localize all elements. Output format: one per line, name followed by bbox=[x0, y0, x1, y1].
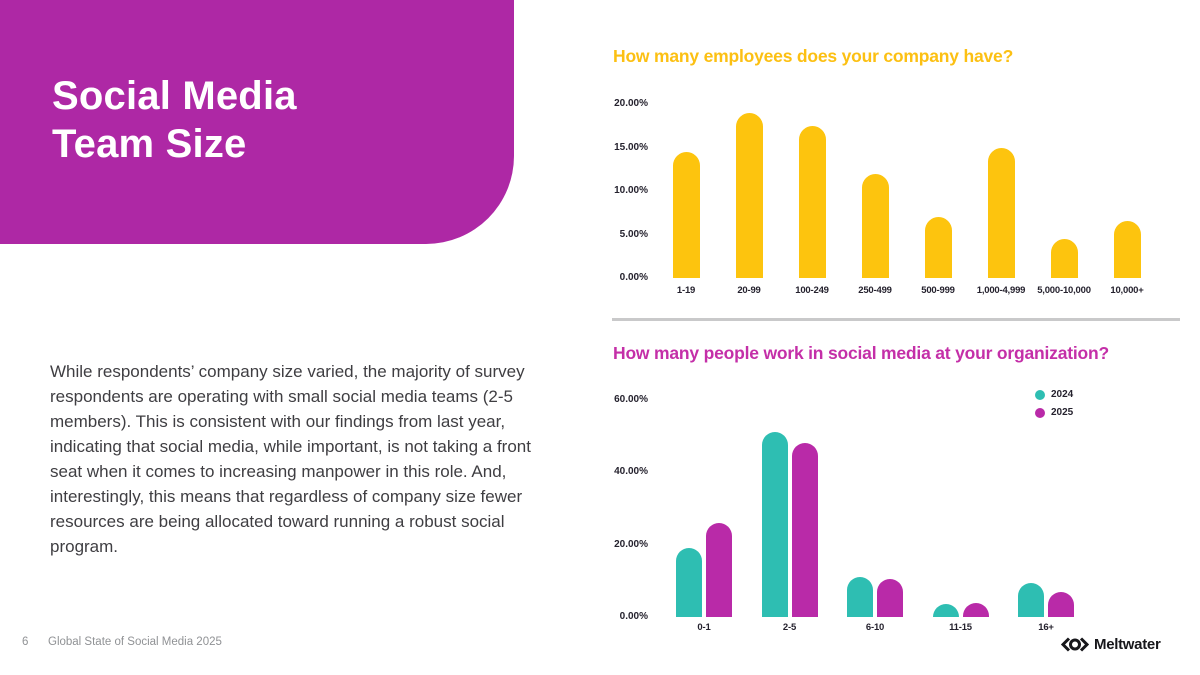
y-axis-tick-label: 60.00% bbox=[614, 393, 648, 405]
x-axis-tick-label: 2-5 bbox=[782, 622, 797, 633]
x-axis-tick-label: 100-249 bbox=[795, 285, 829, 296]
y-axis-tick-label: 20.00% bbox=[614, 98, 648, 109]
bar-1,000-4,999 bbox=[987, 147, 1015, 278]
y-axis-tick-label: 5.00% bbox=[619, 228, 648, 240]
x-axis-tick-label: 250-499 bbox=[858, 285, 892, 296]
x-axis-tick-label: 6-10 bbox=[865, 622, 885, 633]
bar-2024-16+ bbox=[1018, 582, 1044, 617]
y-axis-tick-label: 15.00% bbox=[614, 141, 648, 153]
page-title: Social Media Team Size bbox=[52, 74, 297, 166]
x-axis-tick-label: 16+ bbox=[1038, 622, 1054, 633]
meltwater-wordmark: Meltwater bbox=[1094, 636, 1161, 653]
page-number: 6 bbox=[22, 636, 29, 648]
legend-label-2025: 2025 bbox=[1051, 407, 1074, 418]
bar-500-999 bbox=[924, 217, 952, 278]
legend-item-2025: 2025 bbox=[1035, 407, 1073, 418]
y-axis-tick-label: 10.00% bbox=[614, 185, 648, 196]
bar-2024-0-1 bbox=[676, 548, 702, 617]
meltwater-logo: Meltwater bbox=[1061, 636, 1161, 653]
x-axis-tick-label: 1-19 bbox=[676, 285, 696, 296]
legend-dot-2024 bbox=[1035, 389, 1045, 400]
bar-2025-11-15 bbox=[962, 602, 989, 617]
bar-20-99 bbox=[735, 112, 763, 278]
x-axis-tick-label: 0-1 bbox=[697, 622, 711, 633]
bar-1-19 bbox=[672, 151, 700, 278]
footer-report-title: Global State of Social Media 2025 bbox=[48, 636, 222, 648]
employees-chart-title: How many employees does your company hav… bbox=[613, 46, 1014, 66]
bar-2024-6-10 bbox=[847, 577, 873, 617]
bar-100-249 bbox=[798, 125, 826, 278]
body-paragraph: While respondents’ company size varied, … bbox=[50, 362, 531, 556]
team-size-chart-title: How many people work in social media at … bbox=[613, 343, 1109, 363]
bar-250-499 bbox=[861, 173, 889, 278]
y-axis-tick-label: 0.00% bbox=[619, 611, 648, 622]
bar-10,000+ bbox=[1113, 221, 1141, 278]
x-axis-tick-label: 10,000+ bbox=[1110, 285, 1144, 296]
x-axis-tick-label: 5,000-10,000 bbox=[1037, 285, 1091, 296]
section-divider bbox=[612, 318, 1180, 321]
legend-item-2024: 2024 bbox=[1035, 389, 1073, 400]
x-axis-tick-label: 20-99 bbox=[737, 285, 761, 296]
x-axis-tick-label: 1,000-4,999 bbox=[976, 285, 1026, 296]
bar-2025-6-10 bbox=[877, 578, 903, 617]
x-axis-tick-label: 11-15 bbox=[949, 622, 972, 633]
legend-dot-2025 bbox=[1035, 407, 1045, 418]
bar-2024-11-15 bbox=[932, 604, 959, 617]
legend-label-2024: 2024 bbox=[1051, 389, 1074, 400]
title-card: Social Media Team Size bbox=[0, 0, 514, 244]
x-axis-tick-label: 500-999 bbox=[921, 285, 955, 296]
meltwater-eye-icon bbox=[1061, 637, 1089, 652]
bar-2025-2-5 bbox=[791, 443, 818, 617]
bar-2025-16+ bbox=[1048, 591, 1074, 617]
bar-2025-0-1 bbox=[706, 522, 732, 617]
y-axis-tick-label: 40.00% bbox=[614, 466, 648, 478]
bar-2024-2-5 bbox=[761, 432, 788, 617]
y-axis-tick-label: 0.00% bbox=[619, 272, 648, 283]
y-axis-tick-label: 20.00% bbox=[614, 538, 648, 550]
bar-5,000-10,000 bbox=[1050, 238, 1078, 278]
